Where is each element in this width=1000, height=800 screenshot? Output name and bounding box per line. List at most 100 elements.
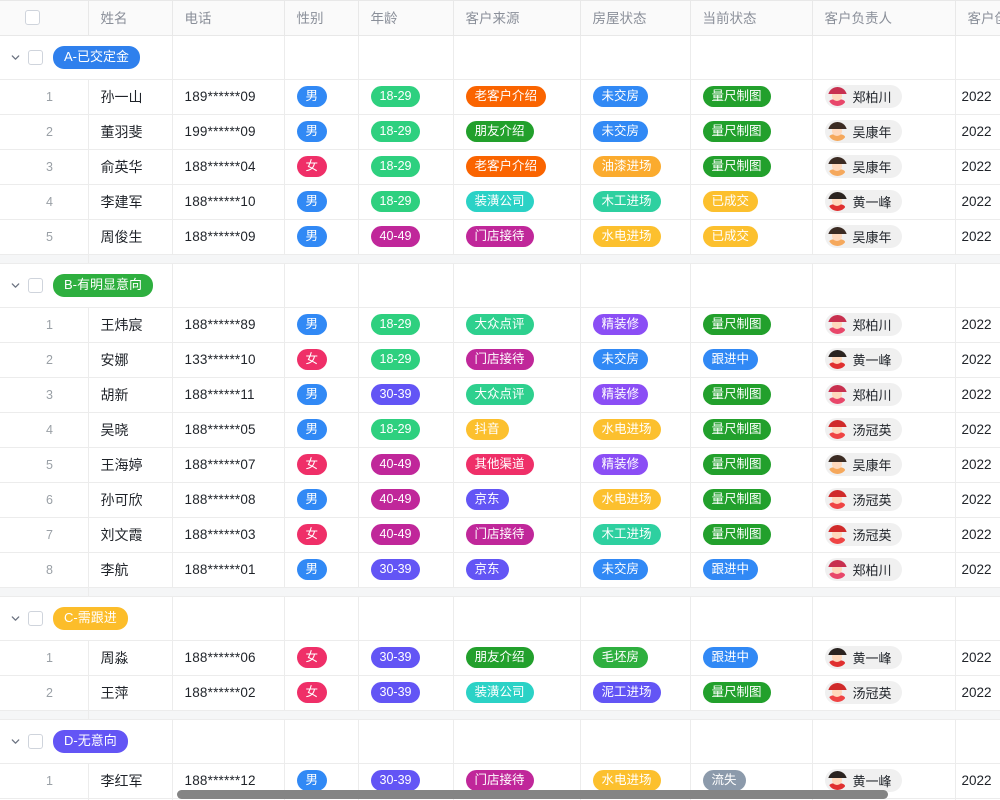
horizontal-scrollbar-thumb[interactable] — [177, 790, 888, 799]
source-badge[interactable]: 老客户介绍 — [465, 156, 547, 177]
cell-current-status[interactable]: 量尺制图 — [690, 79, 813, 115]
cell-phone[interactable]: 188******06 — [172, 640, 285, 676]
owner-chip[interactable]: 黄一峰 — [824, 189, 902, 213]
current-status-badge[interactable]: 跟进中 — [702, 559, 759, 580]
house-status-badge[interactable]: 未交房 — [592, 559, 649, 580]
owner-chip[interactable]: 汤冠英 — [824, 417, 902, 441]
cell-age[interactable]: 30-39 — [358, 675, 454, 711]
cell-house-status[interactable]: 未交房 — [580, 342, 691, 378]
cell-owner[interactable]: 汤冠英 — [812, 675, 956, 711]
current-status-badge[interactable]: 量尺制图 — [702, 454, 771, 475]
age-badge[interactable]: 40-49 — [370, 454, 421, 475]
current-status-badge[interactable]: 量尺制图 — [702, 86, 771, 107]
current-status-badge[interactable]: 量尺制图 — [702, 489, 771, 510]
current-status-badge[interactable]: 已成交 — [702, 226, 759, 247]
cell-gender[interactable]: 男 — [284, 482, 359, 518]
cell-created-time[interactable]: 2022 — [955, 482, 1000, 518]
cell-name[interactable]: 周淼 — [88, 640, 173, 676]
cell-created-time[interactable]: 2022 — [955, 79, 1000, 115]
column-header-name[interactable]: 姓名 — [88, 0, 173, 36]
house-status-badge[interactable]: 精装修 — [592, 384, 649, 405]
cell-source[interactable]: 大众点评 — [453, 307, 581, 343]
cell-owner[interactable]: 吴康年 — [812, 219, 956, 255]
cell-gender[interactable]: 女 — [284, 517, 359, 553]
owner-chip[interactable]: 吴康年 — [824, 154, 902, 178]
cell-house-status[interactable]: 木工进场 — [580, 517, 691, 553]
cell-name[interactable]: 吴晓 — [88, 412, 173, 448]
gender-badge[interactable]: 女 — [296, 682, 328, 703]
gender-badge[interactable]: 男 — [296, 559, 328, 580]
owner-chip[interactable]: 吴康年 — [824, 119, 902, 143]
cell-source[interactable]: 装潢公司 — [453, 184, 581, 220]
house-status-badge[interactable]: 水电进场 — [592, 226, 661, 247]
source-badge[interactable]: 抖音 — [465, 419, 509, 440]
cell-created-time[interactable]: 2022 — [955, 114, 1000, 150]
cell-name[interactable]: 孙可欣 — [88, 482, 173, 518]
cell-age[interactable]: 18-29 — [358, 342, 454, 378]
owner-chip[interactable]: 黄一峰 — [824, 347, 902, 371]
cell-age[interactable]: 40-49 — [358, 219, 454, 255]
cell-age[interactable]: 18-29 — [358, 114, 454, 150]
select-all-checkbox[interactable] — [25, 9, 40, 25]
horizontal-scrollbar-track[interactable] — [0, 789, 1000, 800]
cell-source[interactable]: 抖音 — [453, 412, 581, 448]
cell-house-status[interactable]: 精装修 — [580, 447, 691, 483]
cell-gender[interactable]: 男 — [284, 552, 359, 588]
cell-owner[interactable]: 黄一峰 — [812, 342, 956, 378]
cell-created-time[interactable]: 2022 — [955, 447, 1000, 483]
cell-gender[interactable]: 女 — [284, 640, 359, 676]
source-badge[interactable]: 大众点评 — [465, 384, 534, 405]
gender-badge[interactable]: 男 — [296, 86, 328, 107]
age-badge[interactable]: 30-39 — [370, 559, 421, 580]
group-header-row[interactable]: C-需跟进 — [0, 596, 1000, 641]
cell-current-status[interactable]: 量尺制图 — [690, 482, 813, 518]
cell-name[interactable]: 胡新 — [88, 377, 173, 413]
owner-chip[interactable]: 吴康年 — [824, 224, 902, 248]
cell-age[interactable]: 18-29 — [358, 412, 454, 448]
house-status-badge[interactable]: 油漆进场 — [592, 156, 661, 177]
column-header-phone[interactable]: 电话 — [172, 0, 285, 36]
chevron-down-icon[interactable] — [6, 732, 24, 750]
cell-gender[interactable]: 男 — [284, 307, 359, 343]
source-badge[interactable]: 京东 — [465, 559, 509, 580]
column-header-house-status[interactable]: 房屋状态 — [580, 0, 691, 36]
source-badge[interactable]: 装潢公司 — [465, 191, 534, 212]
cell-owner[interactable]: 郑柏川 — [812, 79, 956, 115]
cell-phone[interactable]: 188******11 — [172, 377, 285, 413]
age-badge[interactable]: 18-29 — [370, 419, 421, 440]
chevron-down-icon[interactable] — [6, 48, 24, 66]
house-status-badge[interactable]: 水电进场 — [592, 489, 661, 510]
house-status-badge[interactable]: 毛坯房 — [592, 647, 649, 668]
source-badge[interactable]: 门店接待 — [465, 524, 534, 545]
group-label-badge[interactable]: C-需跟进 — [53, 606, 128, 630]
table-row[interactable]: 3 胡新 188******11 男 30-39 大众点评 精装修 量尺制图 郑柏川 2022 — [0, 377, 1000, 413]
cell-owner[interactable]: 吴康年 — [812, 447, 956, 483]
cell-created-time[interactable]: 2022 — [955, 149, 1000, 185]
table-row[interactable]: 5 周俊生 188******09 男 40-49 门店接待 水电进场 已成交 吴康年 2022 — [0, 219, 1000, 255]
gender-badge[interactable]: 男 — [296, 191, 328, 212]
source-badge[interactable]: 京东 — [465, 489, 509, 510]
gender-badge[interactable]: 女 — [296, 156, 328, 177]
table-row[interactable]: 4 吴晓 188******05 男 18-29 抖音 水电进场 量尺制图 汤冠英 2022 — [0, 412, 1000, 448]
source-badge[interactable]: 老客户介绍 — [465, 86, 547, 107]
cell-name[interactable]: 李航 — [88, 552, 173, 588]
cell-house-status[interactable]: 未交房 — [580, 114, 691, 150]
column-header-source[interactable]: 客户来源 — [453, 0, 581, 36]
cell-phone[interactable]: 188******02 — [172, 675, 285, 711]
age-badge[interactable]: 18-29 — [370, 349, 421, 370]
cell-name[interactable]: 刘文霞 — [88, 517, 173, 553]
house-status-badge[interactable]: 泥工进场 — [592, 682, 661, 703]
source-badge[interactable]: 门店接待 — [465, 770, 534, 791]
group-select-checkbox[interactable] — [28, 733, 43, 749]
source-badge[interactable]: 其他渠道 — [465, 454, 534, 475]
age-badge[interactable]: 18-29 — [370, 191, 421, 212]
source-badge[interactable]: 装潢公司 — [465, 682, 534, 703]
cell-gender[interactable]: 女 — [284, 342, 359, 378]
cell-house-status[interactable]: 毛坯房 — [580, 640, 691, 676]
table-row[interactable]: 7 刘文霞 188******03 女 40-49 门店接待 木工进场 量尺制图 汤冠英 2022 — [0, 517, 1000, 553]
cell-current-status[interactable]: 量尺制图 — [690, 412, 813, 448]
cell-gender[interactable]: 女 — [284, 675, 359, 711]
source-badge[interactable]: 朋友介绍 — [465, 647, 534, 668]
group-header-row[interactable]: D-无意向 — [0, 719, 1000, 764]
gender-badge[interactable]: 男 — [296, 770, 328, 791]
